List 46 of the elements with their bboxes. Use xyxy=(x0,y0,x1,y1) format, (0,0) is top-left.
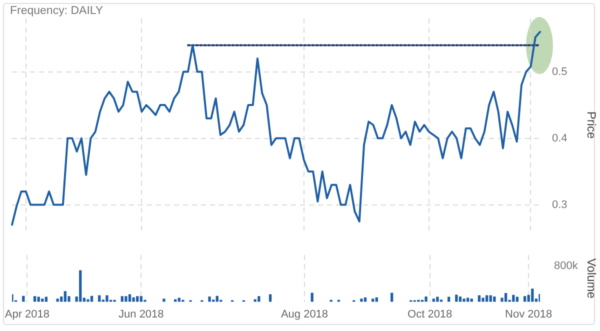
bar xyxy=(258,296,260,302)
y-tick-label: 0.3 xyxy=(552,198,568,211)
bar xyxy=(64,291,67,302)
bar xyxy=(485,295,488,302)
text: 800k xyxy=(554,260,578,272)
bar xyxy=(489,295,492,302)
bar xyxy=(372,298,374,302)
bar xyxy=(136,296,139,302)
y-axis-title: Volume xyxy=(584,258,598,299)
bar xyxy=(531,288,534,302)
bar xyxy=(124,296,128,302)
bar xyxy=(424,296,428,302)
bar xyxy=(79,270,82,302)
bar xyxy=(436,296,439,302)
y-tick-label: 0.5 xyxy=(552,66,568,78)
x-tick-label: Apr 2018 xyxy=(4,308,50,320)
bar xyxy=(504,293,508,302)
bar xyxy=(120,296,124,302)
bar xyxy=(432,298,435,302)
bar xyxy=(33,296,36,302)
bar xyxy=(140,296,142,302)
bar xyxy=(360,298,363,302)
bar xyxy=(482,298,484,302)
x-tick-label: Jun 2018 xyxy=(118,308,164,320)
bar xyxy=(208,296,211,302)
bar xyxy=(106,295,108,302)
y-axis-title: Price xyxy=(584,111,598,139)
chart-title: Frequency: DAILY xyxy=(10,5,104,17)
bar xyxy=(462,298,466,302)
bar xyxy=(41,298,44,302)
bar xyxy=(523,296,526,302)
y-tick-label: 0.4 xyxy=(552,132,568,144)
bar xyxy=(455,294,458,302)
bar xyxy=(478,295,481,302)
bar xyxy=(470,298,473,302)
x-tick-label: Oct 2018 xyxy=(408,308,452,320)
bar xyxy=(162,298,166,302)
bar xyxy=(390,292,394,302)
bar xyxy=(132,297,135,302)
x-tick-label: Nov 2018 xyxy=(505,308,552,320)
bar xyxy=(56,298,59,302)
x-tick-label: Aug 2018 xyxy=(280,308,328,320)
bar xyxy=(178,298,180,302)
bar xyxy=(466,298,470,302)
bar xyxy=(98,295,101,302)
bar xyxy=(310,292,314,302)
